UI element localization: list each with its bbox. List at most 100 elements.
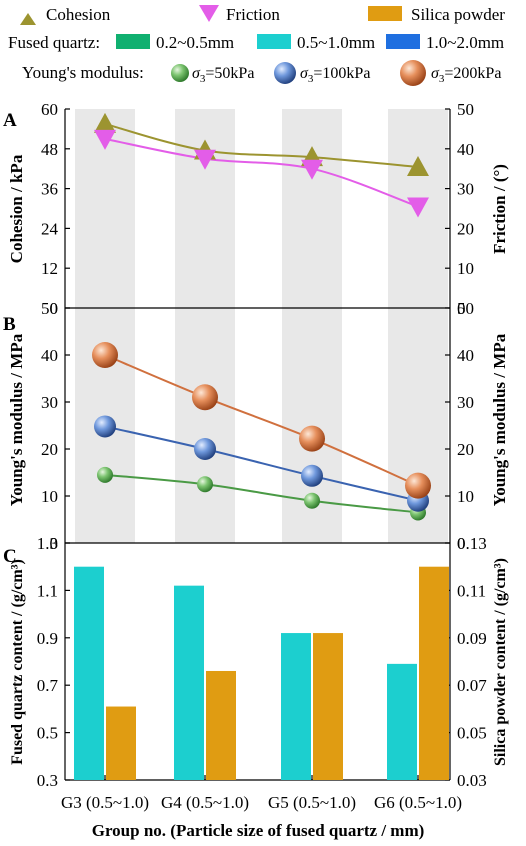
panel-b-ylabel-left: Young's modulus / MPa bbox=[7, 333, 26, 506]
legend-youngs-label: Young's modulus: bbox=[22, 63, 144, 82]
legend-silica-swatch bbox=[368, 6, 402, 21]
svg-text:σ3=100kPa: σ3=100kPa bbox=[300, 65, 370, 85]
panel-c: 0.30.50.70.91.11.3 0.030.050.070.090.110… bbox=[3, 534, 509, 840]
panel-b-shading bbox=[75, 308, 448, 543]
a-right-tick-label-4: 40 bbox=[457, 140, 474, 159]
friction-point-2 bbox=[301, 159, 323, 180]
fused-quartz-bar-3 bbox=[387, 663, 417, 780]
panel-a-left-ticks: 0 12 24 36 48 60 bbox=[41, 100, 70, 318]
cohesion-line bbox=[104, 122, 419, 169]
silica-bar-3 bbox=[419, 566, 449, 780]
friction-line bbox=[104, 137, 419, 208]
b-right-tick-label-2: 20 bbox=[457, 440, 474, 459]
silica-bar-1 bbox=[206, 670, 236, 780]
panel-a: 0 12 24 36 48 60 0 10 20 30 40 50 A Cohesion / kPa… bbox=[3, 100, 509, 318]
legend-sigma100-sub: 3 bbox=[308, 73, 314, 85]
youngs-point-2-3 bbox=[405, 472, 431, 499]
x-axis-label: Group no. (Particle size of fused quartz… bbox=[92, 821, 425, 840]
legend-sigma50-label: =50kPa bbox=[205, 65, 254, 82]
panel-c-left-ticks: 0.3 0.5 0.7 0.9 1.1 1.3 bbox=[37, 534, 70, 790]
fused-quartz-bar-2 bbox=[281, 633, 311, 780]
x-tick-label-2: G5 (0.5~1.0) bbox=[268, 793, 356, 812]
cohesion-point-3 bbox=[407, 156, 429, 177]
youngs-line-2 bbox=[104, 354, 419, 487]
a-left-tick-label-0: 0 bbox=[50, 299, 59, 318]
youngs-point-0-2 bbox=[304, 492, 320, 509]
cohesion-point-0 bbox=[94, 112, 116, 133]
legend-fq3-label: 1.0~2.0mm bbox=[426, 33, 504, 52]
c-left-tick-label-5: 1.3 bbox=[37, 534, 58, 553]
legend-friction-label: Friction bbox=[226, 5, 280, 24]
legend-sigma100-symbol: σ bbox=[300, 65, 309, 82]
youngs-point-2-1 bbox=[192, 384, 218, 411]
a-right-tick-label-3: 30 bbox=[457, 180, 474, 199]
x-tick-label-3: G6 (0.5~1.0) bbox=[374, 793, 462, 812]
c-right-tick-label-5: 0.13 bbox=[457, 534, 487, 553]
legend-sigma100-label: =100kPa bbox=[313, 65, 370, 82]
a-left-tick-label-4: 48 bbox=[41, 140, 58, 159]
a-left-tick-label-1: 12 bbox=[41, 259, 58, 278]
youngs-point-1-1 bbox=[194, 438, 216, 460]
friction-point-3 bbox=[407, 197, 429, 218]
x-tick-label-1: G4 (0.5~1.0) bbox=[161, 793, 249, 812]
youngs-point-2-0 bbox=[92, 342, 118, 368]
legend-fq3-swatch bbox=[386, 34, 420, 49]
c-right-tick-label-3: 0.09 bbox=[457, 629, 487, 648]
a-left-tick-label-5: 60 bbox=[41, 100, 58, 119]
friction-markers bbox=[94, 129, 429, 218]
c-left-tick-label-0: 0.3 bbox=[37, 771, 58, 790]
panel-c-ylabel-right: Silica powder content / (g/cm³) bbox=[492, 558, 509, 766]
legend-silica-label: Silica powder bbox=[411, 5, 505, 24]
silica-bar-0 bbox=[106, 706, 136, 780]
b-right-tick-label-1: 10 bbox=[457, 487, 474, 506]
panel-a-right-ticks: 0 10 20 30 40 50 bbox=[445, 100, 474, 318]
b-left-tick-label-5: 50 bbox=[41, 299, 58, 318]
legend-sigma200-sub: 3 bbox=[439, 73, 445, 85]
a-left-tick-label-2: 24 bbox=[41, 219, 59, 238]
c-left-tick-label-4: 1.1 bbox=[37, 581, 58, 600]
legend-friction-marker bbox=[199, 5, 219, 22]
a-right-tick-label-1: 10 bbox=[457, 259, 474, 278]
a-left-tick-label-3: 36 bbox=[41, 180, 58, 199]
fused-quartz-bar-0 bbox=[74, 566, 104, 780]
svg-text:σ3=50kPa: σ3=50kPa bbox=[192, 65, 254, 85]
b-left-tick-label-3: 30 bbox=[41, 393, 58, 412]
content-bars bbox=[74, 566, 449, 780]
a-right-tick-label-0: 0 bbox=[457, 299, 466, 318]
legend-sigma50-symbol: σ bbox=[192, 65, 201, 82]
panel-b-left-ticks: 0 10 20 30 40 50 bbox=[41, 299, 70, 553]
fused-quartz-bar-1 bbox=[174, 585, 204, 780]
friction-point-1 bbox=[194, 149, 216, 170]
b-left-tick-label-0: 0 bbox=[50, 534, 59, 553]
a-right-tick-label-2: 20 bbox=[457, 219, 474, 238]
b-right-tick-label-4: 40 bbox=[457, 346, 474, 365]
b-left-tick-label-4: 40 bbox=[41, 346, 58, 365]
b-left-tick-label-1: 10 bbox=[41, 487, 58, 506]
c-left-tick-label-2: 0.7 bbox=[37, 676, 59, 695]
legend-sigma200-marker bbox=[400, 60, 426, 86]
youngs-line-1 bbox=[104, 425, 419, 502]
legend-fq1-label: 0.2~0.5mm bbox=[156, 33, 234, 52]
panel-a-ylabel-left: Cohesion / kPa bbox=[7, 154, 26, 263]
b-right-tick-label-5: 50 bbox=[457, 299, 474, 318]
c-right-tick-label-0: 0.03 bbox=[457, 771, 487, 790]
youngs-point-1-0 bbox=[94, 415, 116, 438]
panel-b-ylabel-right: Young's modulus / MPa bbox=[490, 333, 509, 506]
panel-a-shading bbox=[75, 109, 448, 308]
group-shade-2 bbox=[282, 109, 342, 308]
svg-text:σ3=200kPa: σ3=200kPa bbox=[431, 65, 501, 85]
legend-sigma50-marker bbox=[171, 64, 189, 82]
x-tick-label-0: G3 (0.5~1.0) bbox=[61, 793, 149, 812]
legend-sigma200-symbol: σ bbox=[431, 65, 440, 82]
youngs-point-0-1 bbox=[197, 476, 213, 493]
panel-b: 0 10 20 30 40 50 0 10 20 30 40 50 B Young's modulu… bbox=[3, 299, 509, 553]
panel-b-right-ticks: 0 10 20 30 40 50 bbox=[445, 299, 474, 553]
b-right-tick-label-0: 0 bbox=[457, 534, 466, 553]
c-left-tick-label-1: 0.5 bbox=[37, 724, 58, 743]
legend-fused-quartz-label: Fused quartz: bbox=[8, 33, 100, 52]
c-right-tick-label-4: 0.11 bbox=[457, 581, 486, 600]
legend-sigma100-marker bbox=[274, 62, 296, 84]
legend-sigma50-sub: 3 bbox=[200, 73, 206, 85]
friction-point-0 bbox=[94, 129, 116, 150]
